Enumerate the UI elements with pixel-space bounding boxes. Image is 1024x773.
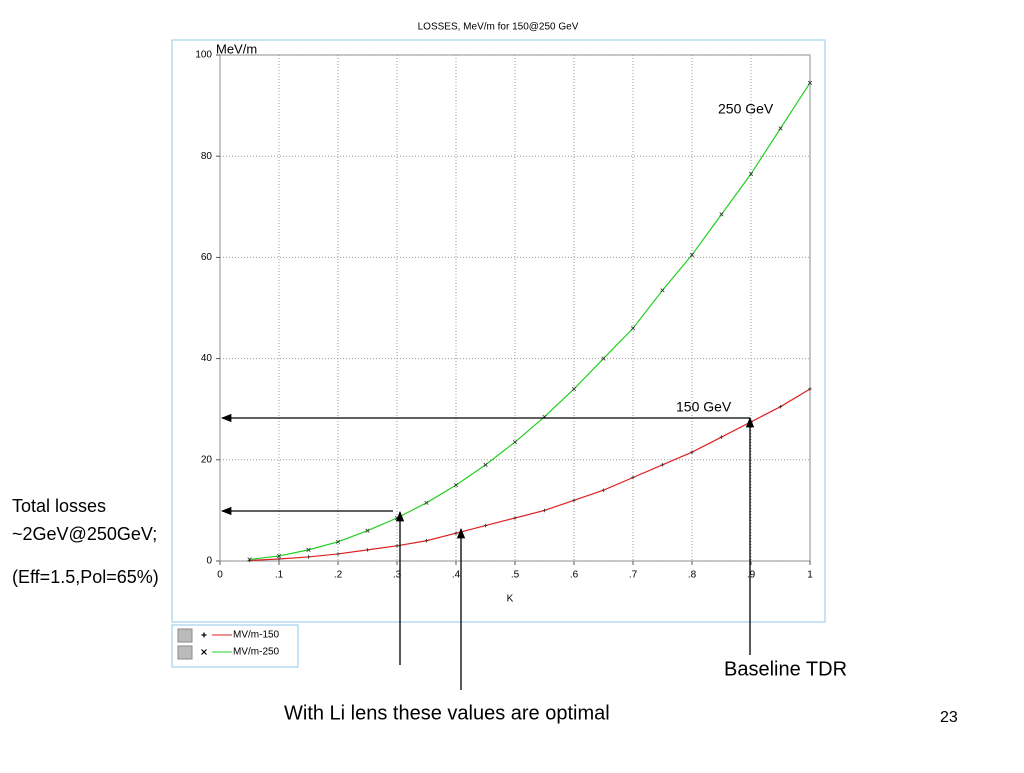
data-point (365, 528, 370, 533)
data-point (690, 450, 694, 455)
data-point (601, 488, 606, 492)
legend-label: MV/m-250 (233, 647, 280, 658)
x-tick-label: .4 (452, 570, 461, 581)
data-point (424, 500, 429, 505)
data-point (689, 252, 695, 257)
x-tick-label: .8 (688, 570, 697, 581)
data-point (513, 516, 517, 520)
data-point (306, 547, 311, 552)
x-tick-label: .7 (629, 570, 638, 581)
legend-symbol (201, 632, 207, 638)
x-tick-label: .1 (275, 570, 284, 581)
data-line (249, 388, 811, 562)
data-point (719, 212, 724, 217)
data-point (424, 538, 429, 543)
data-point (247, 557, 252, 562)
annotation: With Li lens these values are optimal (284, 702, 610, 724)
legend-label: MV/m-150 (233, 630, 280, 641)
annotation: ~2GeV@250GeV; (12, 524, 157, 544)
data-point (631, 475, 635, 480)
data-point (395, 544, 399, 548)
data-point (365, 548, 370, 552)
data-point (660, 463, 665, 467)
x-tick-label: .9 (747, 570, 756, 581)
annotation: Baseline TDR (724, 658, 847, 680)
chart-frame (171, 39, 826, 623)
x-tick-label: .5 (511, 570, 520, 581)
chart-title: LOSSES, MeV/m for 150@250 GeV (418, 22, 579, 33)
data-point (483, 462, 488, 467)
data-point (542, 508, 547, 513)
y-tick-label: 100 (195, 50, 212, 61)
data-point (512, 440, 518, 445)
legend (171, 624, 299, 668)
y-tick-label: 40 (201, 353, 213, 364)
data-point (453, 483, 459, 488)
annotation: Total losses (12, 496, 106, 516)
x-tick-label: 1 (807, 570, 813, 581)
data-point (660, 288, 665, 293)
legend-symbol (201, 649, 207, 655)
y-tick-label: 20 (201, 454, 213, 465)
data-point (483, 523, 488, 528)
data-point (778, 404, 783, 409)
data-point (336, 552, 340, 556)
data-point (778, 126, 783, 131)
page-number: 23 (940, 709, 958, 726)
data-point (572, 498, 576, 503)
data-point (630, 326, 636, 331)
data-point (571, 386, 577, 392)
data-point (306, 555, 311, 559)
data-point (808, 387, 812, 391)
data-line (249, 82, 811, 561)
x-axis-label: K (507, 594, 514, 605)
legend-button (177, 645, 193, 660)
y-tick-label: 60 (201, 252, 213, 263)
x-tick-label: .3 (393, 570, 402, 581)
y-tick-label: 0 (206, 556, 212, 567)
y-axis-label: MeV/m (216, 41, 257, 56)
data-point (748, 171, 754, 176)
data-point (335, 539, 341, 544)
x-tick-label: 0 (217, 570, 223, 581)
data-point (276, 553, 282, 559)
data-point (601, 356, 606, 361)
y-tick-label: 80 (201, 151, 213, 162)
data-point (277, 557, 281, 561)
annotation: 250 GeV (718, 101, 774, 117)
data-point (719, 435, 724, 439)
x-tick-label: .6 (570, 570, 579, 581)
annotation: (Eff=1.5,Pol=65%) (12, 567, 159, 587)
annotation: 150 GeV (676, 399, 732, 415)
legend-button (177, 628, 193, 643)
arrows (220, 413, 755, 690)
x-tick-label: .2 (334, 570, 343, 581)
data-point (807, 80, 813, 85)
